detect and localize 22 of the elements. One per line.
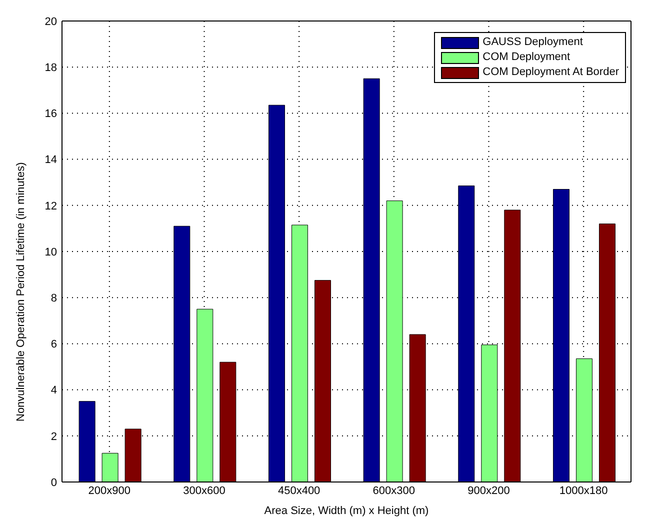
x-tick-label: 600x300 [372, 484, 416, 497]
y-tick-label: 6 [50, 338, 57, 351]
y-tick-label: 20 [44, 16, 57, 28]
y-tick-label: 10 [44, 246, 57, 258]
y-tick-label: 8 [50, 292, 57, 305]
y-axis-title: Nonvulnerable Operation Period Lifetime (in minutes) [14, 162, 27, 422]
y-tick-label: 16 [44, 108, 57, 120]
legend-label: COM Deployment [482, 50, 570, 65]
x-tick-label: 450x400 [278, 484, 320, 497]
y-tick-label: 0 [50, 476, 57, 489]
legend-label: COM Deployment At Border [482, 65, 619, 80]
x-tick-label: 1000x180 [559, 484, 608, 497]
y-tick-label: 18 [44, 62, 57, 74]
y-tick-label: 2 [50, 430, 57, 443]
y-tick-label: 14 [44, 154, 57, 166]
x-tick-label: 200x900 [88, 484, 131, 497]
x-axis-title: Area Size, Width (m) x Height (m) [264, 505, 429, 517]
legend-label: GAUSS Deployment [482, 35, 583, 50]
x-tick-label: 900x200 [468, 484, 510, 497]
y-tick-label: 4 [50, 384, 57, 397]
y-tick-label: 12 [44, 200, 57, 212]
x-tick-label: 300x600 [183, 484, 226, 497]
